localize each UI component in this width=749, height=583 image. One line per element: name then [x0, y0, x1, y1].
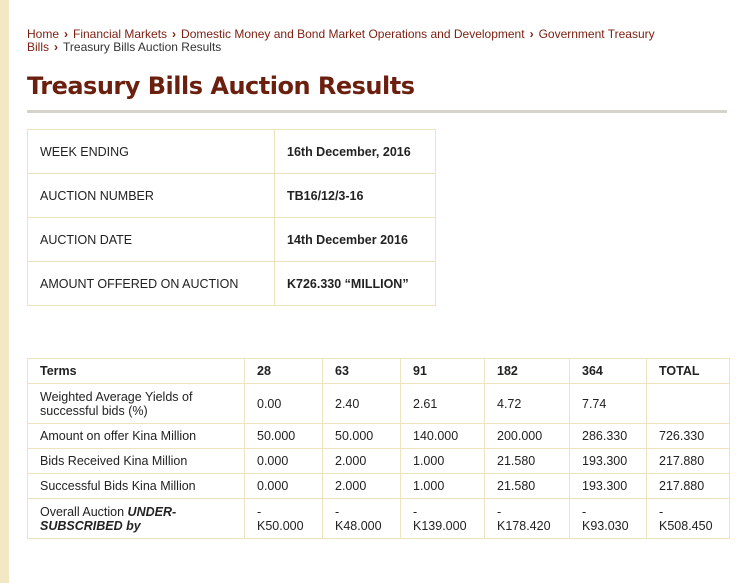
row-label: Successful Bids Kina Million	[27, 473, 245, 499]
column-header: Terms	[27, 358, 245, 384]
table-cell: 1.000	[400, 473, 485, 499]
title-divider	[27, 110, 727, 113]
table-cell: 4.72	[484, 383, 570, 424]
table-cell: 2.000	[322, 448, 401, 474]
column-header: TOTAL	[646, 358, 730, 384]
info-value: 14th December 2016	[274, 217, 436, 262]
table-cell: 0.00	[244, 383, 323, 424]
column-header: 63	[322, 358, 401, 384]
table-row: AMOUNT OFFERED ON AUCTION K726.330 “MILL…	[27, 261, 436, 306]
table-cell: 217.880	[646, 473, 730, 499]
table-cell: 193.300	[569, 448, 647, 474]
column-header: 182	[484, 358, 570, 384]
table-cell: - K178.420	[484, 498, 570, 539]
column-header: 28	[244, 358, 323, 384]
content-panel: Home › Financial Markets › Domestic Money an…	[9, 0, 749, 583]
chevron-right-icon: ›	[54, 40, 59, 54]
table-cell: 140.000	[400, 423, 485, 449]
table-cell: 193.300	[569, 473, 647, 499]
table-row: AUCTION DATE 14th December 2016	[27, 217, 436, 262]
table-cell: 2.61	[400, 383, 485, 424]
row-label: Bids Received Kina Million	[27, 448, 245, 474]
table-cell: 217.880	[646, 448, 730, 474]
table-row: Amount on offer Kina Million 50.000 50.0…	[27, 423, 730, 449]
table-cell: - K139.000	[400, 498, 485, 539]
table-cell: 21.580	[484, 448, 570, 474]
chevron-right-icon: ›	[172, 27, 177, 41]
breadcrumb: Home › Financial Markets › Domestic Money an…	[27, 28, 687, 54]
table-cell: 0.000	[244, 473, 323, 499]
cell-value: K93.030	[582, 518, 629, 533]
negative-sign: -	[257, 504, 262, 519]
table-cell: 21.580	[484, 473, 570, 499]
breadcrumb-money-bond-link[interactable]: Domestic Money and Bond Market Operation…	[181, 27, 525, 41]
table-cell: 2.000	[322, 473, 401, 499]
breadcrumb-current: Treasury Bills Auction Results	[63, 40, 222, 54]
info-label: WEEK ENDING	[27, 129, 275, 174]
auction-info-table: WEEK ENDING 16th December, 2016 AUCTION …	[27, 129, 436, 306]
breadcrumb-home-link[interactable]: Home	[27, 27, 60, 41]
row-label-prefix: Overall Auction	[40, 504, 128, 519]
negative-sign: -	[582, 504, 587, 519]
table-cell: 0.000	[244, 448, 323, 474]
chevron-right-icon: ›	[64, 27, 69, 41]
cell-value: K178.420	[497, 518, 551, 533]
cell-value: K508.450	[659, 518, 713, 533]
table-header-row: Terms 28 63 91 182 364 TOTAL	[27, 358, 730, 384]
table-cell: - K48.000	[322, 498, 401, 539]
table-row: Overall Auction UNDER-SUBSCRIBED by - K50…	[27, 498, 730, 539]
table-cell	[646, 383, 730, 424]
table-cell: - K508.450	[646, 498, 730, 539]
table-row: WEEK ENDING 16th December, 2016	[27, 129, 436, 174]
table-row: AUCTION NUMBER TB16/12/3-16	[27, 173, 436, 218]
table-cell: 200.000	[484, 423, 570, 449]
cell-value: K48.000	[335, 518, 382, 533]
breadcrumb-treasury-bills-link[interactable]: Government Treasury Bills	[27, 27, 655, 54]
table-cell: 286.330	[569, 423, 647, 449]
info-label: AUCTION NUMBER	[27, 173, 275, 218]
negative-sign: -	[659, 504, 664, 519]
row-label: Overall Auction UNDER-SUBSCRIBED by	[27, 498, 245, 539]
column-header: 364	[569, 358, 647, 384]
auction-results-table: Terms 28 63 91 182 364 TOTAL Weighted Av…	[27, 358, 730, 539]
table-cell: 1.000	[400, 448, 485, 474]
chevron-right-icon: ›	[529, 27, 534, 41]
table-cell: 50.000	[322, 423, 401, 449]
page-title: Treasury Bills Auction Results	[27, 72, 415, 100]
negative-sign: -	[335, 504, 340, 519]
row-label: Weighted Average Yields of successful bi…	[27, 383, 245, 424]
row-label: Amount on offer Kina Million	[27, 423, 245, 449]
table-row: Bids Received Kina Million 0.000 2.000 1…	[27, 448, 730, 474]
table-row: Weighted Average Yields of successful bi…	[27, 383, 730, 424]
table-cell: 50.000	[244, 423, 323, 449]
breadcrumb-financial-markets-link[interactable]: Financial Markets	[73, 27, 168, 41]
info-label: AUCTION DATE	[27, 217, 275, 262]
info-value: K726.330 “MILLION”	[274, 261, 436, 306]
table-cell: 2.40	[322, 383, 401, 424]
cell-value: K50.000	[257, 518, 304, 533]
column-header: 91	[400, 358, 485, 384]
table-cell: - K50.000	[244, 498, 323, 539]
info-label: AMOUNT OFFERED ON AUCTION	[27, 261, 275, 306]
table-cell: - K93.030	[569, 498, 647, 539]
negative-sign: -	[497, 504, 502, 519]
cell-value: K139.000	[413, 518, 467, 533]
table-cell: 7.74	[569, 383, 647, 424]
row-label-emphasis: UNDER-SUBSCRIBED by	[40, 504, 177, 533]
negative-sign: -	[413, 504, 418, 519]
info-value: TB16/12/3-16	[274, 173, 436, 218]
table-cell: 726.330	[646, 423, 730, 449]
info-value: 16th December, 2016	[274, 129, 436, 174]
table-row: Successful Bids Kina Million 0.000 2.000…	[27, 473, 730, 499]
